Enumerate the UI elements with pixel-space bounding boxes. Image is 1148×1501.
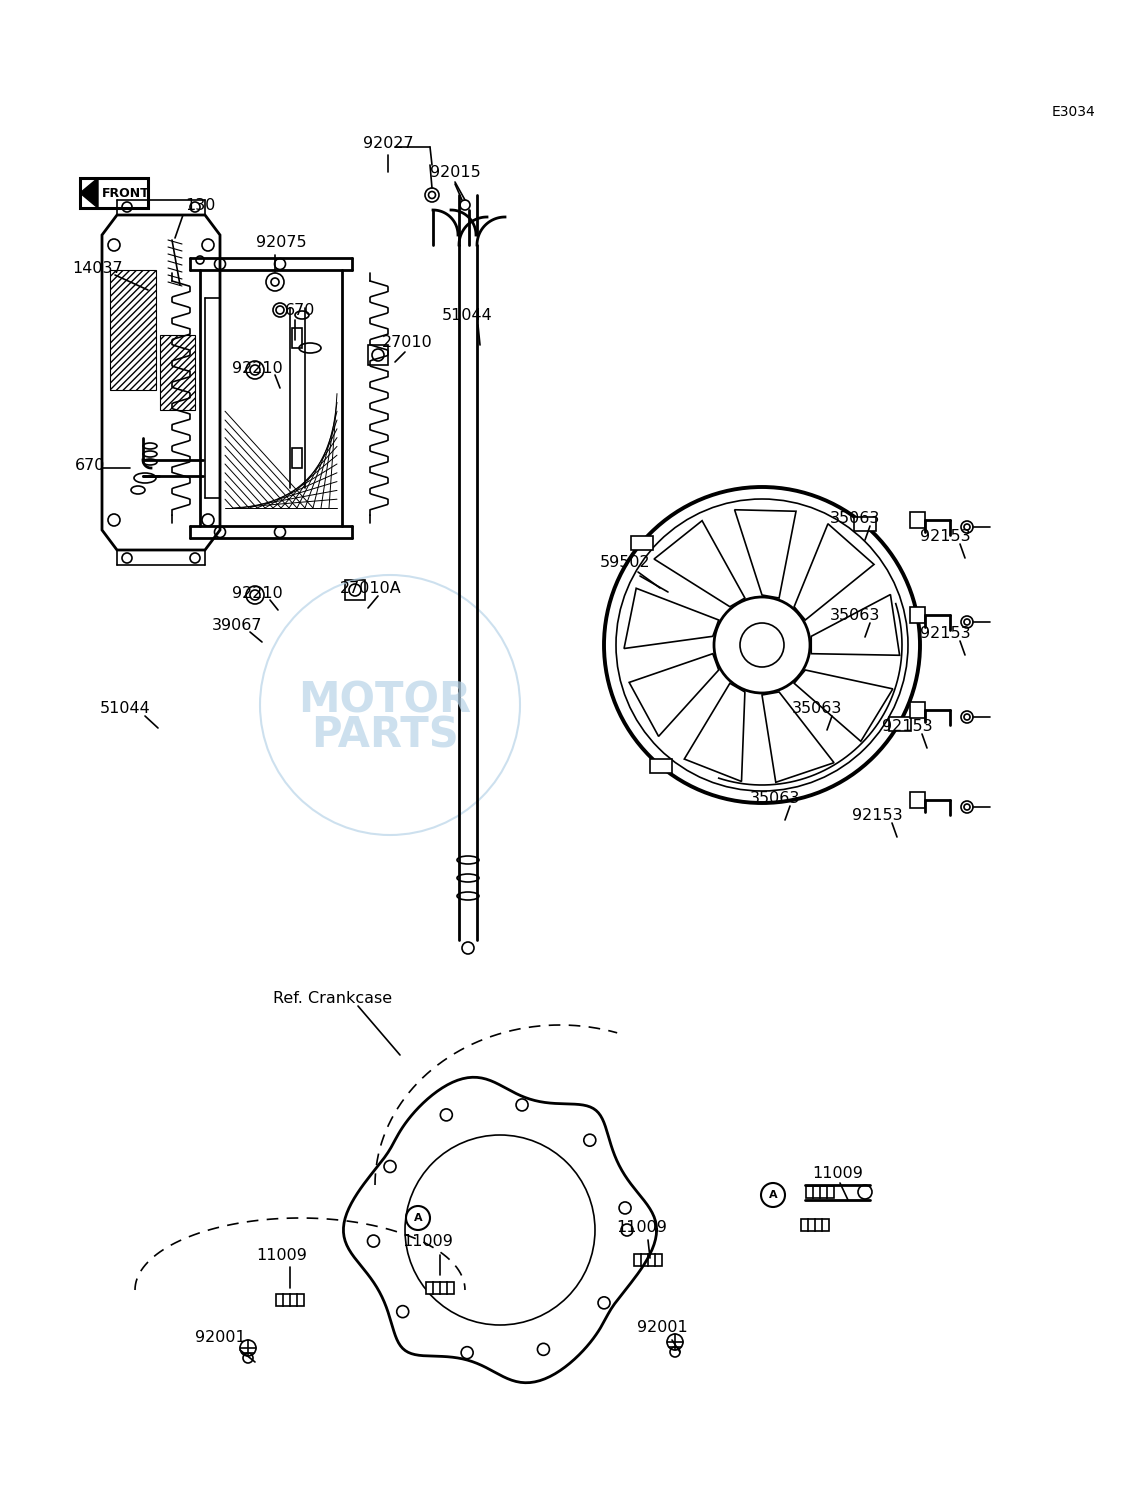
Polygon shape <box>426 1282 453 1294</box>
Bar <box>631 536 653 551</box>
Text: FRONT: FRONT <box>102 186 149 200</box>
Circle shape <box>240 1340 256 1355</box>
Text: 35063: 35063 <box>750 791 800 806</box>
Bar <box>80 179 148 209</box>
Text: 35063: 35063 <box>792 701 843 716</box>
Text: 92153: 92153 <box>920 528 970 543</box>
Text: 59502: 59502 <box>600 554 651 569</box>
Circle shape <box>266 273 284 291</box>
Bar <box>910 606 925 623</box>
Text: 92210: 92210 <box>232 360 282 375</box>
Text: E3034: E3034 <box>1052 105 1095 119</box>
Text: Ref. Crankcase: Ref. Crankcase <box>273 991 393 1006</box>
Bar <box>292 329 302 348</box>
Text: 11009: 11009 <box>403 1234 453 1249</box>
Text: 27010: 27010 <box>382 335 433 350</box>
Text: 130: 130 <box>185 198 216 213</box>
Bar <box>889 717 910 731</box>
Circle shape <box>273 303 287 317</box>
Text: PARTS: PARTS <box>311 714 459 757</box>
Circle shape <box>961 802 974 814</box>
Text: 51044: 51044 <box>442 308 492 323</box>
Text: 35063: 35063 <box>830 510 881 525</box>
Circle shape <box>246 362 264 378</box>
Circle shape <box>761 1183 785 1207</box>
Bar <box>854 516 876 531</box>
Text: 92075: 92075 <box>256 234 307 249</box>
Text: A: A <box>769 1190 777 1199</box>
Circle shape <box>961 521 974 533</box>
Circle shape <box>246 585 264 603</box>
Text: 92153: 92153 <box>852 808 902 823</box>
Text: 27010A: 27010A <box>340 581 402 596</box>
Text: 11009: 11009 <box>256 1247 308 1262</box>
Text: 39067: 39067 <box>212 617 263 632</box>
Text: 11009: 11009 <box>812 1165 863 1180</box>
Bar <box>651 760 673 773</box>
Circle shape <box>714 597 810 693</box>
Circle shape <box>961 615 974 627</box>
Text: 92153: 92153 <box>920 626 970 641</box>
Circle shape <box>425 188 439 203</box>
Text: MOTOR: MOTOR <box>298 678 472 720</box>
Text: 14037: 14037 <box>72 261 123 276</box>
Polygon shape <box>806 1186 833 1198</box>
Bar <box>160 335 195 410</box>
Text: 92027: 92027 <box>363 135 413 150</box>
Bar <box>910 702 925 717</box>
Bar <box>292 447 302 468</box>
Text: 92210: 92210 <box>232 585 282 600</box>
Text: 11009: 11009 <box>616 1220 667 1235</box>
Text: 670: 670 <box>285 303 316 318</box>
Text: 92001: 92001 <box>195 1330 246 1345</box>
Circle shape <box>406 1205 430 1229</box>
Text: 51044: 51044 <box>100 701 150 716</box>
Text: 670: 670 <box>75 458 106 473</box>
Circle shape <box>667 1334 683 1349</box>
Text: 92015: 92015 <box>430 165 481 180</box>
Bar <box>346 579 365 600</box>
Bar <box>910 793 925 808</box>
Circle shape <box>460 200 470 210</box>
Text: 92153: 92153 <box>882 719 932 734</box>
Circle shape <box>961 711 974 723</box>
Circle shape <box>858 1184 872 1199</box>
Polygon shape <box>801 1219 829 1231</box>
Text: 35063: 35063 <box>830 608 881 623</box>
Bar <box>369 345 388 365</box>
Polygon shape <box>80 179 98 209</box>
Text: A: A <box>413 1213 422 1223</box>
Text: 92001: 92001 <box>637 1321 688 1336</box>
Bar <box>910 512 925 528</box>
Polygon shape <box>634 1253 662 1265</box>
Polygon shape <box>276 1294 304 1306</box>
Bar <box>110 270 156 390</box>
Circle shape <box>740 623 784 666</box>
